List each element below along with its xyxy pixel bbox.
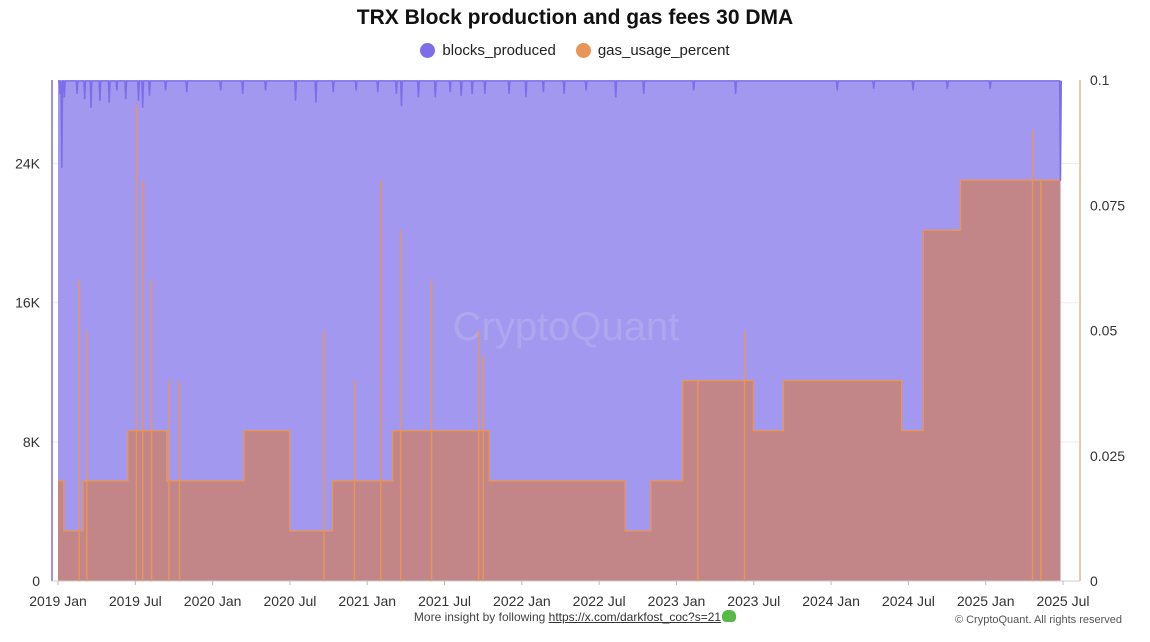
gas-usage-line <box>58 179 1061 532</box>
legend: blocks_produced gas_usage_percent <box>0 42 1150 59</box>
x-tick-label: 2020 Jan <box>184 593 242 609</box>
legend-dot-gas-usage-percent <box>575 43 591 58</box>
x-tick-label: 2024 Jul <box>882 593 935 609</box>
legend-label-gas-usage-percent: gas_usage_percent <box>597 42 730 59</box>
x-tick-label: 2022 Jan <box>493 593 551 609</box>
x-tick-label: 2023 Jul <box>727 593 780 609</box>
x-tick-label: 2025 Jul <box>1037 593 1090 609</box>
footer-text: More insight by following <box>413 610 549 624</box>
gas-usage-area <box>58 180 1061 581</box>
chart-title: TRX Block production and gas fees 30 DMA <box>356 6 794 29</box>
x-tick-label: 2019 Jul <box>109 593 162 609</box>
tick-labels: 0 8K 16K 24K 0 0.025 0.05 0.075 0.1 2019 Jan 2019 … <box>15 72 1125 609</box>
legend-item-blocks-produced[interactable]: blocks_produced <box>420 42 556 59</box>
x-tick-label: 2020 Jul <box>263 593 316 609</box>
y-right-tick-label: 0.025 <box>1090 448 1125 464</box>
copyright: © CryptoQuant. All rights reserved <box>954 614 1122 626</box>
y-right-tick-label: 0.075 <box>1090 197 1125 213</box>
y-right-tick-label: 0 <box>1090 573 1098 589</box>
x-tick-label: 2022 Jul <box>573 593 626 609</box>
legend-label-blocks-produced: blocks_produced <box>442 42 556 59</box>
y-left-tick-label: 8K <box>23 434 41 450</box>
blocks-produced-line <box>58 80 1063 181</box>
y-left-tick-label: 24K <box>15 156 41 172</box>
x-tick-label: 2023 Jan <box>648 593 706 609</box>
x-tick-label: 2024 Jan <box>802 593 860 609</box>
watermark: CryptoQuant <box>453 305 680 349</box>
footer-link[interactable]: https://x.com/darkfost_coc?s=21 <box>548 610 722 624</box>
y-right-tick-label: 0.05 <box>1090 323 1117 339</box>
y-left-tick-label: 0 <box>32 573 40 589</box>
y-left-tick-label: 16K <box>15 295 41 311</box>
frog-icon <box>722 610 737 622</box>
legend-item-gas-usage-percent[interactable]: gas_usage_percent <box>575 42 730 59</box>
y-right-tick-label: 0.1 <box>1090 72 1110 88</box>
footer: More insight by following https://x.com/… <box>0 610 1150 624</box>
x-tick-label: 2021 Jul <box>418 593 471 609</box>
legend-dot-blocks-produced <box>420 43 436 58</box>
x-tick-label: 2021 Jan <box>338 593 396 609</box>
x-tick-label: 2019 Jan <box>29 593 87 609</box>
x-tick-label: 2025 Jan <box>957 593 1015 609</box>
